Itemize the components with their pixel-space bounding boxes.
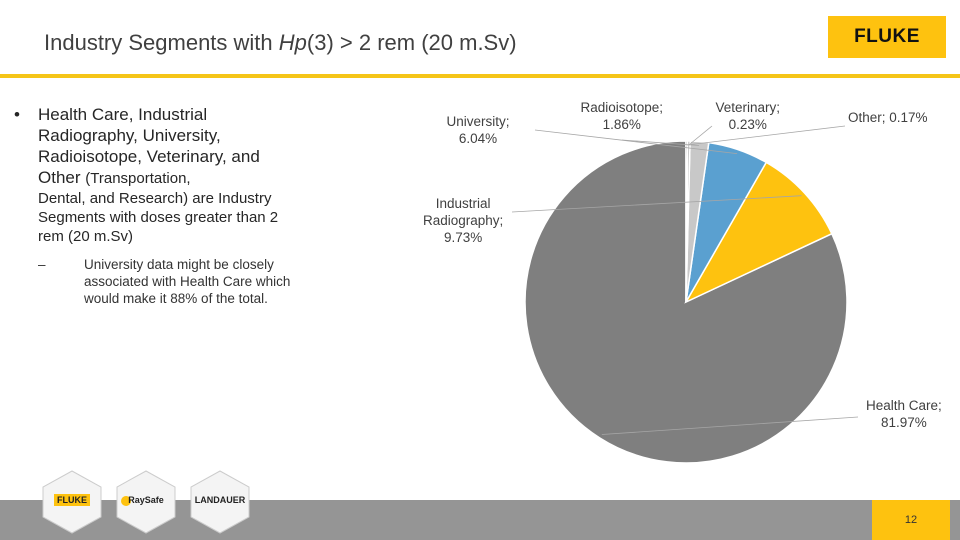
- pie-label-university: University; 6.04%: [447, 113, 510, 147]
- pie-label-line: Other; 0.17%: [848, 110, 928, 125]
- pie-label-health-care: Health Care; 81.97%: [866, 397, 942, 431]
- title-divider: [0, 74, 960, 78]
- bullet-item: • Health Care, Industrial Radiography, U…: [14, 104, 299, 189]
- bullet-small: (Transportation,: [85, 170, 191, 187]
- pie-label-line: 9.73%: [444, 230, 483, 245]
- title-text-end: (3) > 2 rem (20 m.Sv): [306, 30, 517, 55]
- pie-slice-other: [685, 140, 689, 303]
- leader-line: [686, 125, 846, 146]
- bullet-continuation: Dental, and Research) are Industry Segme…: [38, 190, 279, 245]
- partner-badge-landauer: LANDAUER: [188, 470, 252, 534]
- leader-line: [601, 416, 859, 435]
- logo-text: FLUKE: [854, 26, 920, 47]
- bullet-list: • Health Care, Industrial Radiography, U…: [14, 104, 299, 307]
- pie-label-line: Industrial: [435, 196, 491, 211]
- pie-label-line: 6.04%: [458, 131, 498, 146]
- title-italic: Hp: [278, 30, 307, 55]
- title-text: Industry Segments with: [44, 30, 279, 55]
- pie-label-line: 81.97%: [881, 415, 927, 430]
- page-number: 12: [872, 500, 950, 540]
- sub-bullet-text: University data might be closely associa…: [84, 257, 291, 306]
- pie-label-radioisotope: Radioisotope; 1.86%: [581, 99, 664, 133]
- pie-label-other: Other; 0.17%: [848, 109, 928, 126]
- partner-badge-fluke: FLUKE: [40, 470, 104, 534]
- bullet-main: Health Care, Industrial Radiography, Uni…: [38, 105, 260, 187]
- fluke-logo: FLUKE: [828, 16, 946, 58]
- pie-label-line: Radioisotope;: [580, 100, 664, 115]
- pie-label-line: 0.23%: [728, 117, 767, 132]
- leader-line: [621, 139, 700, 146]
- bullet-dot-icon: •: [14, 105, 20, 124]
- partner-label: LANDAUER: [194, 495, 246, 505]
- pie-label-line: Radiography;: [423, 213, 504, 228]
- pie-label-line: Health Care;: [866, 398, 942, 413]
- dash-icon: –: [38, 257, 46, 272]
- pie-label-line: Veterinary;: [715, 100, 781, 115]
- pie-label-line: University;: [446, 114, 510, 129]
- slide-title: Industry Segments with Hp(3) > 2 rem (20…: [44, 30, 517, 56]
- pie-label-veterinary: Veterinary; 0.23%: [716, 99, 781, 133]
- pie-label-line: 1.86%: [602, 117, 641, 132]
- sub-bullet-item: – University data might be closely assoc…: [38, 256, 299, 307]
- pie-label-industrial-radiography: Industrial Radiography; 9.73%: [423, 195, 503, 246]
- leader-line: [688, 125, 713, 146]
- leader-line: [511, 195, 802, 213]
- partner-badge-raysafe: RaySafe: [114, 470, 178, 534]
- partner-label: RaySafe: [128, 495, 164, 505]
- bullet-text: Health Care, Industrial Radiography, Uni…: [38, 104, 299, 189]
- partner-label: FLUKE: [57, 495, 87, 505]
- pie-slice-industrial-radiography: [684, 161, 833, 304]
- leader-line: [534, 129, 738, 154]
